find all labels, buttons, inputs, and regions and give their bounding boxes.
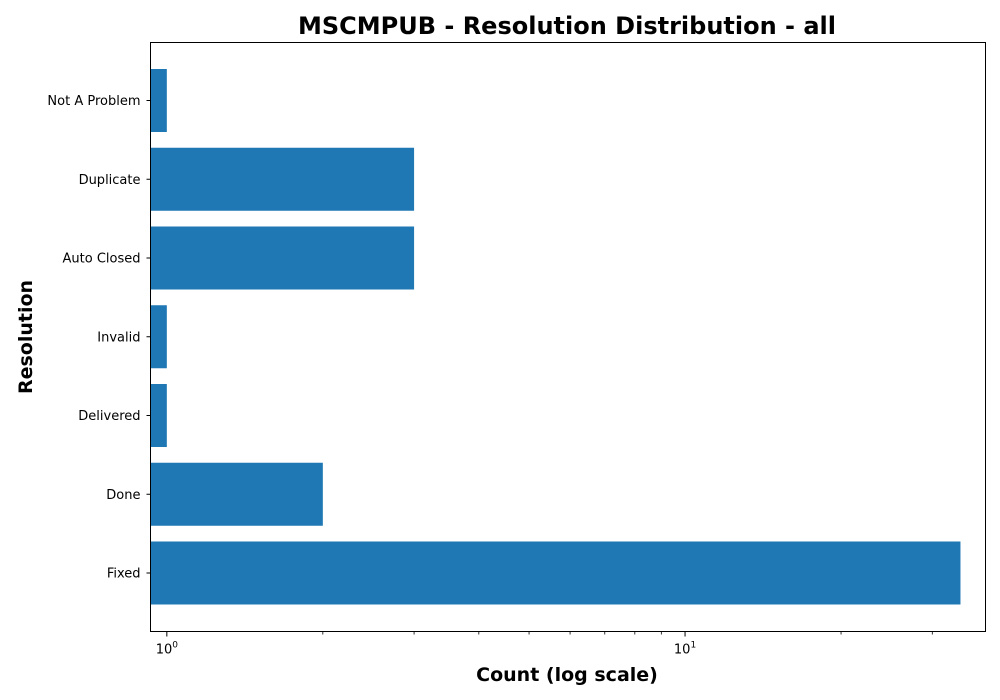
y-tick-label-done: Done xyxy=(106,488,140,503)
bar-delivered xyxy=(150,384,167,447)
y-tick-label-duplicate: Duplicate xyxy=(79,173,141,188)
bar-duplicate xyxy=(150,147,415,211)
y-tick-label-not-a-problem: Not A Problem xyxy=(47,94,140,109)
bar-done xyxy=(150,462,323,526)
bar-auto-closed xyxy=(150,226,415,290)
bars-group xyxy=(150,69,961,605)
ticks-group: Fixed Done Delivered Invalid Auto Closed Dupl… xyxy=(47,94,933,658)
y-tick-label-invalid: Invalid xyxy=(97,330,140,345)
bar-invalid xyxy=(150,305,167,369)
bar-not-a-problem xyxy=(150,69,167,132)
x-tick-label-10e0: 100 xyxy=(156,641,179,658)
plot-frame xyxy=(150,42,986,632)
x-tick-label-10e1: 101 xyxy=(674,641,696,658)
y-tick-label-fixed: Fixed xyxy=(107,567,141,582)
bar-fixed xyxy=(150,541,961,605)
y-tick-label-delivered: Delivered xyxy=(78,409,140,424)
y-tick-label-auto-closed: Auto Closed xyxy=(63,252,141,267)
y-axis-label: Resolution xyxy=(15,280,37,394)
x-axis-label: Count (log scale) xyxy=(476,664,658,686)
chart-title: MSCMPUB - Resolution Distribution - all xyxy=(298,12,836,40)
